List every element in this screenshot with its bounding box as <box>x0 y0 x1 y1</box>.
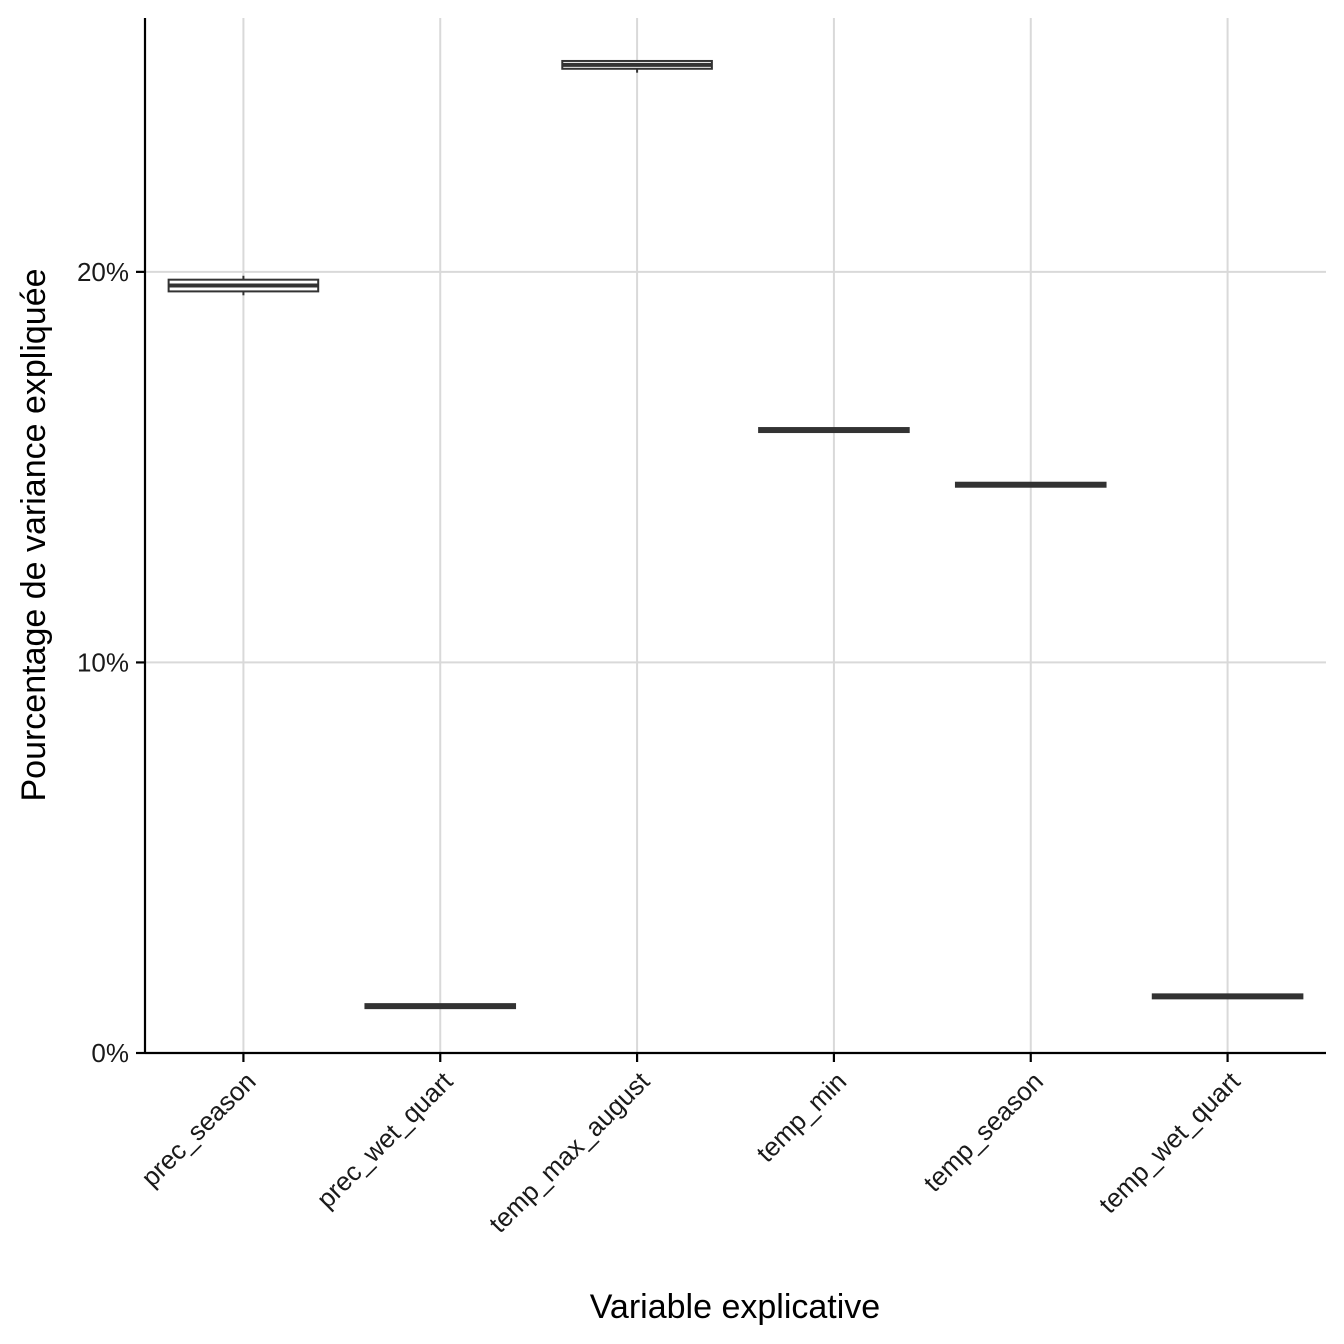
x-tick-label: temp_min <box>750 1066 852 1168</box>
box-temp_min <box>758 427 910 434</box>
boxplot-series <box>167 59 1304 1010</box>
x-tick-label: prec_season <box>135 1066 261 1192</box>
x-tick-label: temp_season <box>917 1066 1049 1198</box>
gridlines <box>145 18 1326 1054</box>
box-temp_wet_quart <box>1151 993 1304 1000</box>
box-prec_season <box>167 275 320 296</box>
y-tick-label: 10% <box>77 647 129 677</box>
y-tick-label: 0% <box>91 1038 129 1068</box>
box-prec_wet_quart <box>364 1003 517 1010</box>
x-tick-label: temp_wet_quart <box>1093 1065 1247 1219</box>
y-tick-label: 20% <box>77 257 129 287</box>
y-axis-title: Pourcentage de variance expliquée <box>15 268 53 801</box>
x-tick-label: temp_max_august <box>483 1065 656 1238</box>
x-tick-label: prec_wet_quart <box>311 1065 459 1213</box>
box-temp_season <box>954 481 1107 488</box>
box-temp_max_august <box>561 59 713 73</box>
tick-labels: 0% 10% 20% prec_season prec_wet_quart temp_ma… <box>77 257 1246 1239</box>
axes <box>136 18 1326 1062</box>
x-axis-title: Variable explicative <box>590 1288 880 1326</box>
